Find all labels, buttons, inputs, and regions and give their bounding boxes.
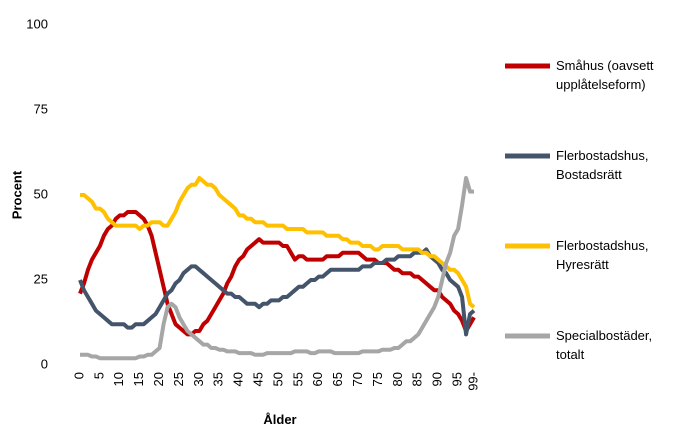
x-tick-label: 99- [465, 372, 480, 391]
x-tick-label: 95 [450, 372, 465, 386]
series-line [80, 176, 476, 309]
x-tick-label: 80 [390, 372, 405, 386]
x-tick-label: 45 [251, 372, 266, 386]
y-tick-label: 25 [34, 271, 48, 286]
x-tick-label: 75 [370, 372, 385, 386]
x-tick-label: 0 [71, 372, 86, 379]
x-tick-label: 90 [430, 372, 445, 386]
x-tick-label: 15 [131, 372, 146, 386]
x-axis-label: Ålder [263, 412, 296, 427]
legend-label: Flerbostadshus, Bostadsrätt [556, 148, 649, 182]
x-tick-label: 50 [270, 372, 285, 386]
x-tick-label: 5 [91, 372, 106, 379]
x-tick-label: 60 [310, 372, 325, 386]
x-tick-label: 20 [151, 372, 166, 386]
legend-label: Småhus (oavsett upplåtelseform) [556, 58, 654, 92]
x-tick-label: 65 [330, 372, 345, 386]
legend-label: Flerbostadshus, Hyresrätt [556, 238, 649, 272]
x-tick-label: 10 [111, 372, 126, 386]
x-tick-label: 30 [191, 372, 206, 386]
y-tick-label: 0 [41, 356, 48, 371]
x-tick-label: 85 [410, 372, 425, 386]
y-tick-label: 100 [26, 16, 48, 31]
series-line [78, 210, 476, 337]
y-axis-label: Procent [9, 170, 24, 219]
x-tick-label: 55 [290, 372, 305, 386]
y-tick-label: 50 [34, 186, 48, 201]
legend-label: Specialbostäder, totalt [556, 328, 653, 362]
x-tick-label: 25 [171, 372, 186, 386]
x-tick-label: 35 [211, 372, 226, 386]
series-line [78, 247, 476, 337]
series-line [80, 176, 475, 361]
x-tick-label: 70 [350, 372, 365, 386]
y-tick-label: 75 [34, 101, 48, 116]
x-tick-label: 40 [231, 372, 246, 386]
